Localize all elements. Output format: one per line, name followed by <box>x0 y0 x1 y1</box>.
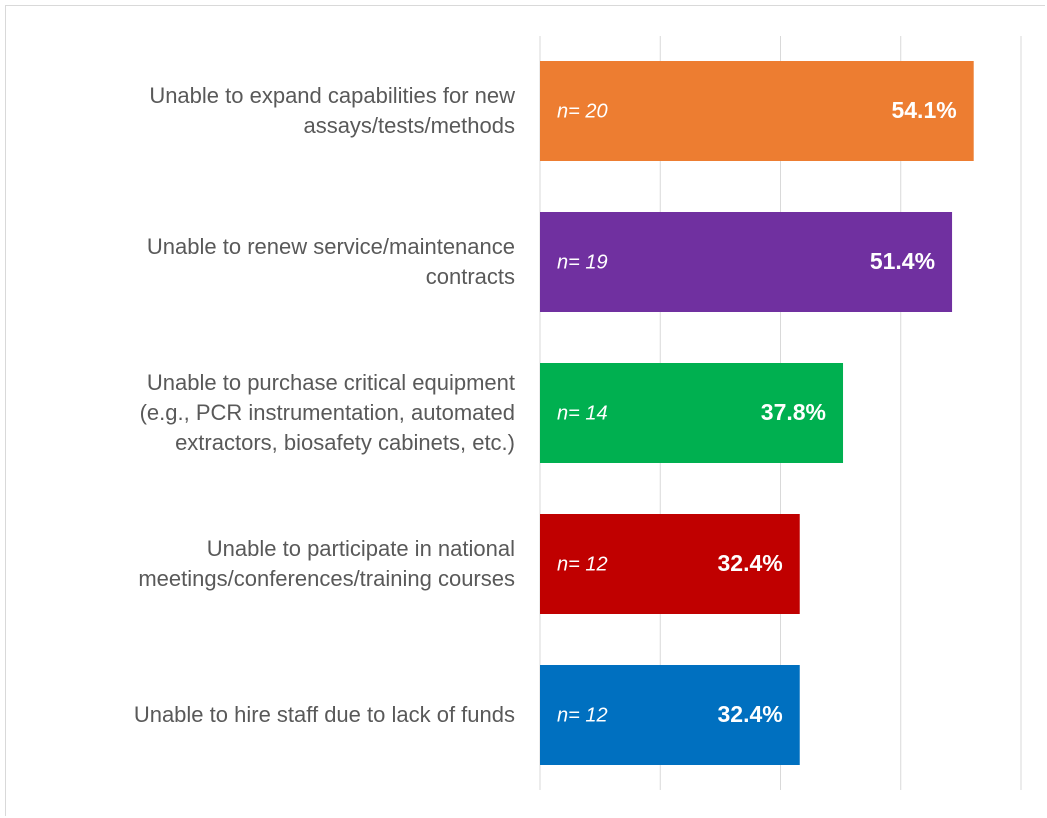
category-label: Unable to hire staff due to lack of fund… <box>133 702 515 727</box>
category-label: Unable to renew service/maintenance cont… <box>146 234 515 289</box>
annotation: n= 12 <box>557 704 608 726</box>
bar <box>540 665 800 765</box>
data-label: 32.4% <box>718 550 783 576</box>
bar <box>540 363 844 463</box>
category-label: Unable to purchase critical equipment (e… <box>139 370 515 455</box>
bar <box>540 212 953 312</box>
data-label: 32.4% <box>718 701 783 727</box>
chart-frame <box>5 5 1045 816</box>
annotation: n= 20 <box>557 100 608 122</box>
data-label: 51.4% <box>870 248 935 274</box>
bar <box>540 61 974 161</box>
data-label: 54.1% <box>891 97 956 123</box>
category-label: Unable to participate in national meetin… <box>138 536 515 591</box>
category-label: Unable to expand capabilities for new as… <box>149 83 515 138</box>
annotation: n= 14 <box>557 402 608 424</box>
data-label: 37.8% <box>761 399 826 425</box>
annotation: n= 19 <box>557 251 608 273</box>
bar <box>540 514 800 614</box>
annotation: n= 12 <box>557 553 608 575</box>
